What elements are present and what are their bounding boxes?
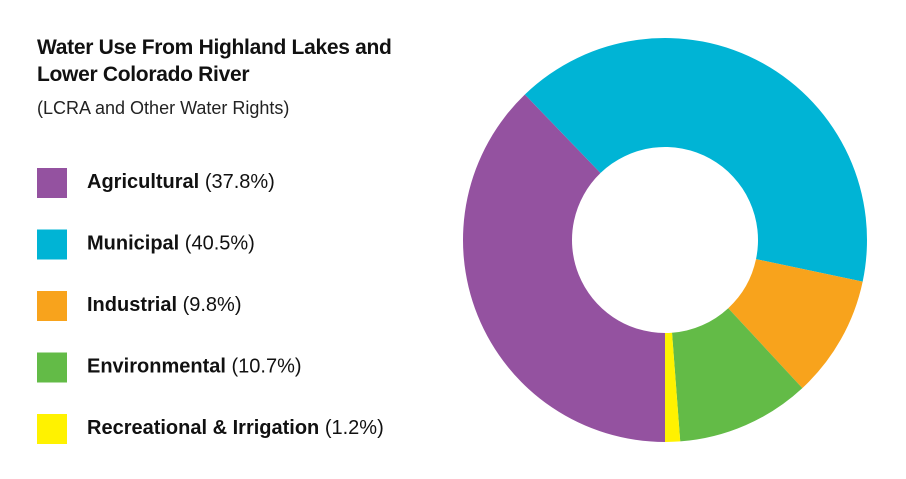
legend-name: Environmental [87,356,226,378]
legend-entry: Agricultural (37.8%) [87,171,275,193]
chart-subtitle: (LCRA and Other Water Rights) [37,98,290,118]
legend-swatch [37,352,67,383]
legend-swatch [37,229,67,260]
legend-value: (40.5%) [185,233,255,255]
donut-slice [665,332,681,442]
legend-entry: Environmental (10.7%) [87,356,302,378]
donut-slice [728,259,863,389]
legend-name: Recreational & Irrigation [87,417,319,439]
legend-value: (37.8%) [205,171,275,193]
donut-slice [463,94,665,443]
legend-entry: Recreational & Irrigation (1.2%) [87,417,384,439]
chart-title: Water Use From Highland Lakes and Lower … [37,36,392,86]
legend-swatch [37,291,67,321]
legend-value: (9.8%) [183,294,242,316]
legend-swatch [37,168,67,198]
legend-entry: Industrial (9.8%) [87,294,241,316]
donut-slice [524,38,867,282]
donut-slice [672,308,803,442]
legend-value: (1.2%) [325,417,384,439]
legend-name: Municipal [87,233,179,255]
legend-name: Industrial [87,294,177,316]
legend-swatch [37,414,67,444]
legend-name: Agricultural [87,171,199,193]
legend-value: (10.7%) [231,356,301,378]
legend-entry: Municipal (40.5%) [87,233,255,255]
